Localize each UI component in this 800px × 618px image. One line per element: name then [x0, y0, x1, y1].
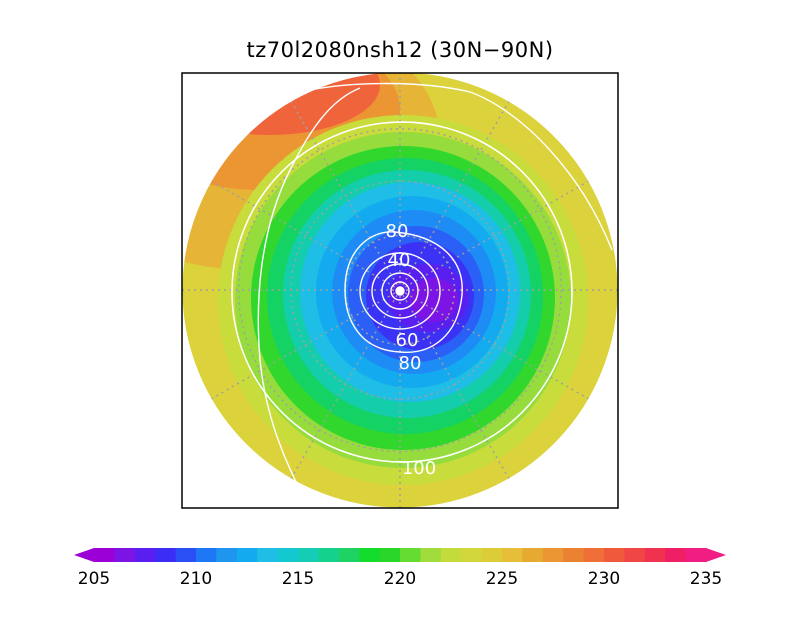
colorbar-tick-label: 235: [689, 569, 723, 589]
colorbar-cell: [563, 548, 585, 562]
meridian-line: [399, 289, 590, 400]
contour-labels: 80 40 60 80 100: [386, 221, 437, 479]
colorbar-cell: [400, 548, 421, 562]
colorbar-min-arrow: [74, 548, 94, 562]
colorbar-cell: [257, 548, 279, 562]
colorbar-tick-label: 230: [587, 569, 621, 589]
colorbar-cell: [196, 548, 217, 562]
colorbar-cell: [583, 548, 605, 562]
colorbar-tick-label: 215: [281, 569, 315, 589]
colorbar-max-arrow: [706, 548, 726, 562]
colorbar-cell: [318, 548, 340, 562]
colorbar-cell: [359, 548, 381, 562]
meridian-line: [399, 100, 510, 291]
map-frame: [181, 72, 619, 509]
meridian-line: [290, 100, 401, 291]
map-title: tz70l2080nsh12 (30N−90N): [246, 38, 554, 62]
contour-label: 80: [386, 221, 409, 242]
meridian-line: [210, 180, 401, 291]
colorbar-cell: [522, 548, 544, 562]
meridian-line: [210, 289, 401, 400]
contour-label: 80: [399, 353, 422, 374]
colorbar-cell: [481, 548, 503, 562]
contour-label: 40: [388, 250, 411, 271]
colorbar-cell: [134, 548, 156, 562]
colorbar-cell: [420, 548, 442, 562]
colorbar-cell: [644, 548, 666, 562]
colorbar-cell: [440, 548, 462, 562]
meridian-line: [290, 289, 401, 480]
colorbar-cell: [175, 548, 197, 562]
colorbar-cell: [338, 548, 360, 562]
colorbar-tick-label: 210: [179, 569, 213, 589]
colorbar-cell: [277, 548, 299, 562]
latitude-circle: [237, 127, 563, 453]
colorbar-cell: [665, 548, 687, 562]
colorbar-tick-label: 225: [485, 569, 519, 589]
colorbar-cell: [216, 548, 238, 562]
colorbar-cell: [542, 548, 564, 562]
meridian-line: [399, 289, 510, 480]
colorbar-cell: [461, 548, 483, 562]
colorbar-cell: [502, 548, 523, 562]
colorbar-cell: [604, 548, 625, 562]
colorbar-cell: [236, 548, 258, 562]
colorbar-cell: [624, 548, 646, 562]
colorbar-cell: [114, 548, 136, 562]
contour-label: 60: [396, 330, 419, 351]
colorbar-cell: [379, 548, 401, 562]
colorbar-tick-label: 220: [383, 569, 417, 589]
colorbar-cell: [685, 548, 707, 562]
colorbar-cell: [155, 548, 177, 562]
colorbar-tick-label: 205: [77, 569, 111, 589]
contour-lines: [231, 82, 613, 491]
meridian-line: [399, 180, 590, 291]
colorbar-cell: [298, 548, 319, 562]
contour-label: 100: [402, 458, 436, 479]
colorbar-cell: [94, 548, 115, 562]
